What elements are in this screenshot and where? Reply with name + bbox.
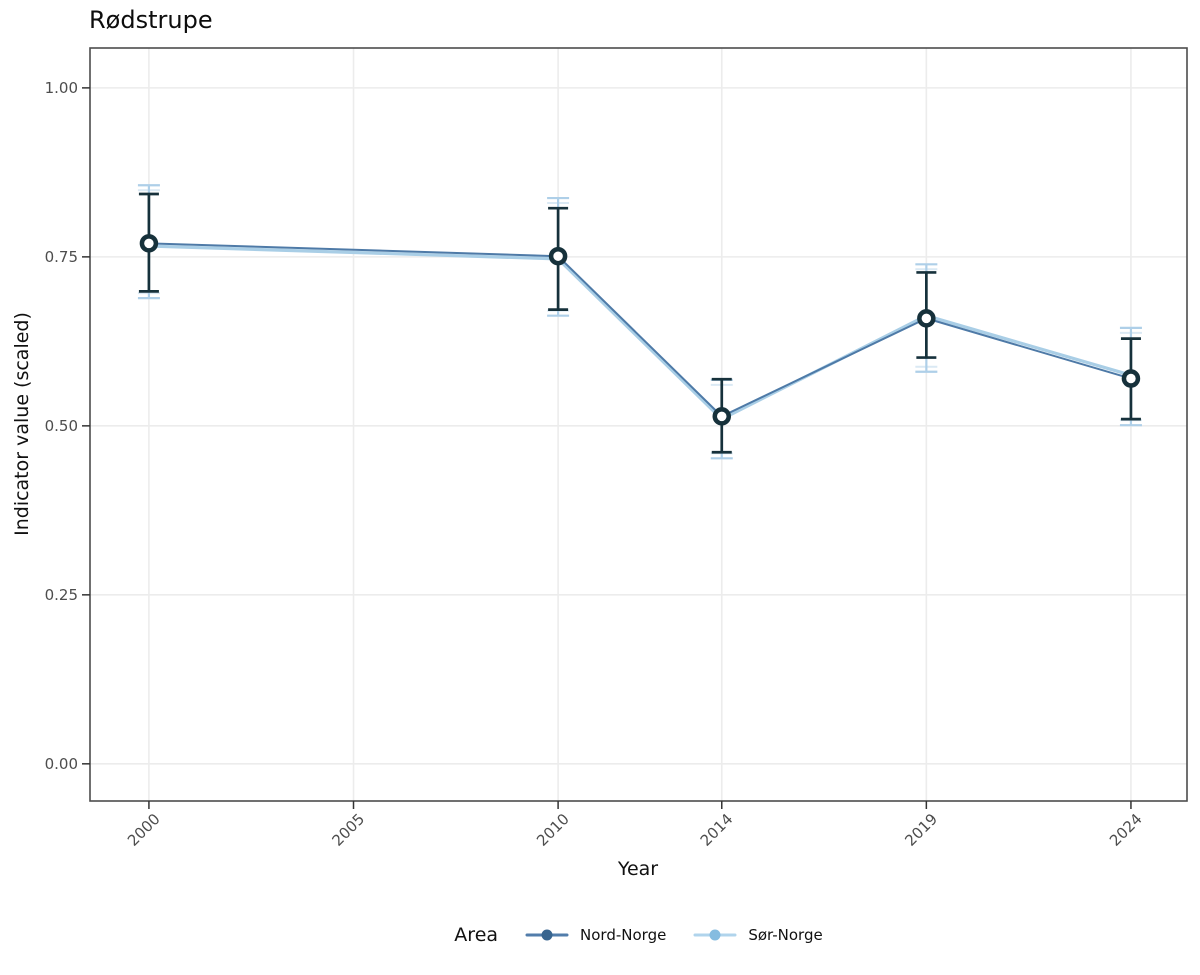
y-axis-title: Indicator value (scaled) [11,312,33,536]
legend-key-line-dot-icon [693,929,737,941]
x-tick-label: 2019 [901,810,941,850]
x-tick-label: 2010 [533,810,573,850]
x-tick-label: 2024 [1106,810,1146,850]
chart-title: Rødstrupe [89,6,213,34]
data-point [1121,369,1141,388]
y-tick-label: 0.75 [45,248,78,266]
legend-entry-nord-norge: Nord-Norge [524,924,666,946]
data-point [712,407,732,426]
legend-title: Area [454,924,499,946]
data-point [917,309,936,328]
y-tick-label: 0.50 [45,417,78,435]
legend-key-line-dot-icon [525,929,569,941]
y-tick-label: 0.25 [45,586,78,604]
legend: Area Nord-Norge Sør-Norge [77,918,1200,952]
panel-border [89,47,1188,802]
x-tick-label: 2005 [329,810,369,850]
data-point [548,246,568,266]
x-tick-label: 2014 [697,810,737,850]
x-tick-label: 2000 [124,810,164,850]
x-axis-title: Year [617,858,659,880]
legend-entry-label: Sør-Norge [748,926,823,944]
series-line-nord-norge [148,242,1132,418]
legend-entry-label: Nord-Norge [580,926,667,944]
series-line-sor-norge [148,244,1132,421]
legend-entry-sor-norge: Sør-Norge [692,924,823,946]
data-point [139,234,159,253]
y-tick-label: 1.00 [45,79,78,97]
y-tick-label: 0.00 [45,755,78,773]
